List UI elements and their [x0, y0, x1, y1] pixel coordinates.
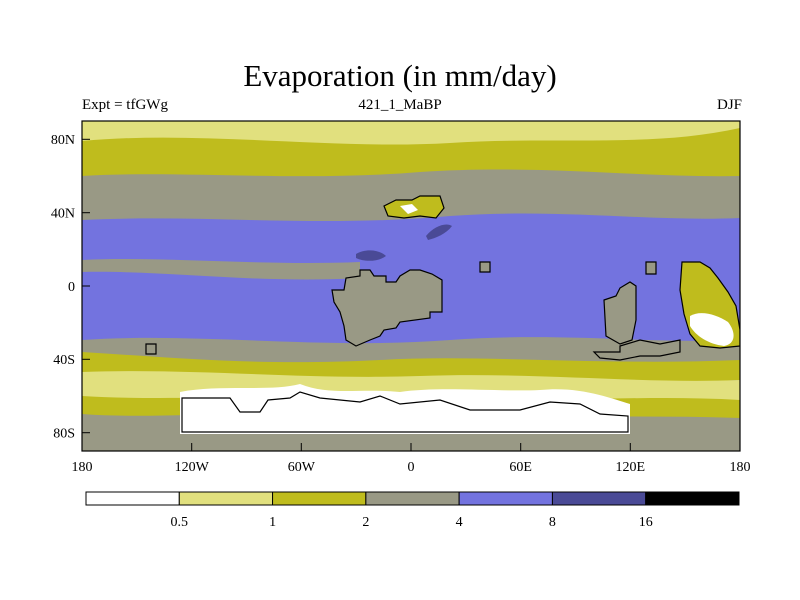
y-tick-label: 0: [68, 280, 75, 295]
colorbar-label: 16: [639, 515, 653, 530]
antarctica-land-outline: [181, 391, 629, 433]
high-evap-cell: [356, 250, 386, 261]
colorbar-box: [551, 491, 647, 506]
colorbar-box: [178, 491, 274, 506]
y-tick-label: 40N: [51, 207, 75, 222]
x-tick: 180: [730, 443, 751, 475]
australia-white-patch: [690, 313, 734, 346]
colorbar-label: 0.5: [171, 515, 189, 530]
y-tick-label: 80N: [51, 133, 75, 148]
x-tick: 0: [408, 443, 415, 475]
colorbar-box: [458, 491, 553, 506]
y-tick-label: 40S: [53, 353, 75, 368]
continent-africa-east: [603, 281, 637, 345]
colorbar-box: [365, 491, 460, 506]
center-string: 421_1_MaBP: [358, 97, 442, 113]
colorbar-label: 2: [362, 515, 369, 530]
colorbar-label: 8: [549, 515, 556, 530]
island-east-1: [645, 261, 657, 275]
west-coast-land: [145, 343, 157, 355]
island-east-2: [479, 261, 491, 273]
x-tick-label: 60E: [509, 460, 532, 475]
x-tick-label: 60W: [288, 460, 316, 475]
x-tick-label: 0: [408, 460, 415, 475]
high-evap-cell-2: [426, 224, 452, 240]
north-block-white: [400, 204, 418, 214]
x-tick: 120E: [616, 443, 646, 475]
y-tick: 80S: [53, 427, 90, 442]
colorbar-label: 4: [456, 515, 463, 530]
chart-title: Evaporation (in mm/day): [243, 58, 557, 93]
x-tick-label: 180: [72, 460, 93, 475]
y-tick: 0: [68, 280, 90, 295]
x-tick-label: 120W: [175, 460, 210, 475]
continent-south-america: [331, 269, 443, 347]
colorbar-box: [85, 491, 180, 506]
y-tick-label: 80S: [53, 427, 75, 442]
x-tick: 60W: [288, 443, 316, 475]
colorbar-label: 1: [269, 515, 276, 530]
x-tick: 60E: [509, 443, 532, 475]
x-tick-label: 120E: [616, 460, 646, 475]
antarctica-white: [180, 384, 630, 434]
x-tick-label: 180: [730, 460, 751, 475]
colorbar-box: [645, 491, 740, 506]
south-coast-land: [592, 339, 681, 361]
y-tick: 40N: [51, 207, 90, 222]
left-string: Expt = tfGWg: [82, 97, 168, 113]
colorbar: 0.5 1 2 4 8 16: [85, 491, 740, 530]
y-axis: 80N 40N 0 40S 80S: [51, 133, 90, 442]
y-tick: 40S: [53, 353, 90, 368]
right-string: DJF: [716, 97, 742, 113]
y-tick: 80N: [51, 133, 90, 148]
x-tick: 120W: [175, 443, 210, 475]
map-field: [82, 121, 740, 451]
colorbar-box: [272, 491, 367, 506]
field-band-equator-4-8: [82, 259, 360, 280]
x-tick: 180: [72, 443, 93, 475]
x-axis: 180 120W 60W 0 60E 120E 180: [72, 443, 751, 475]
